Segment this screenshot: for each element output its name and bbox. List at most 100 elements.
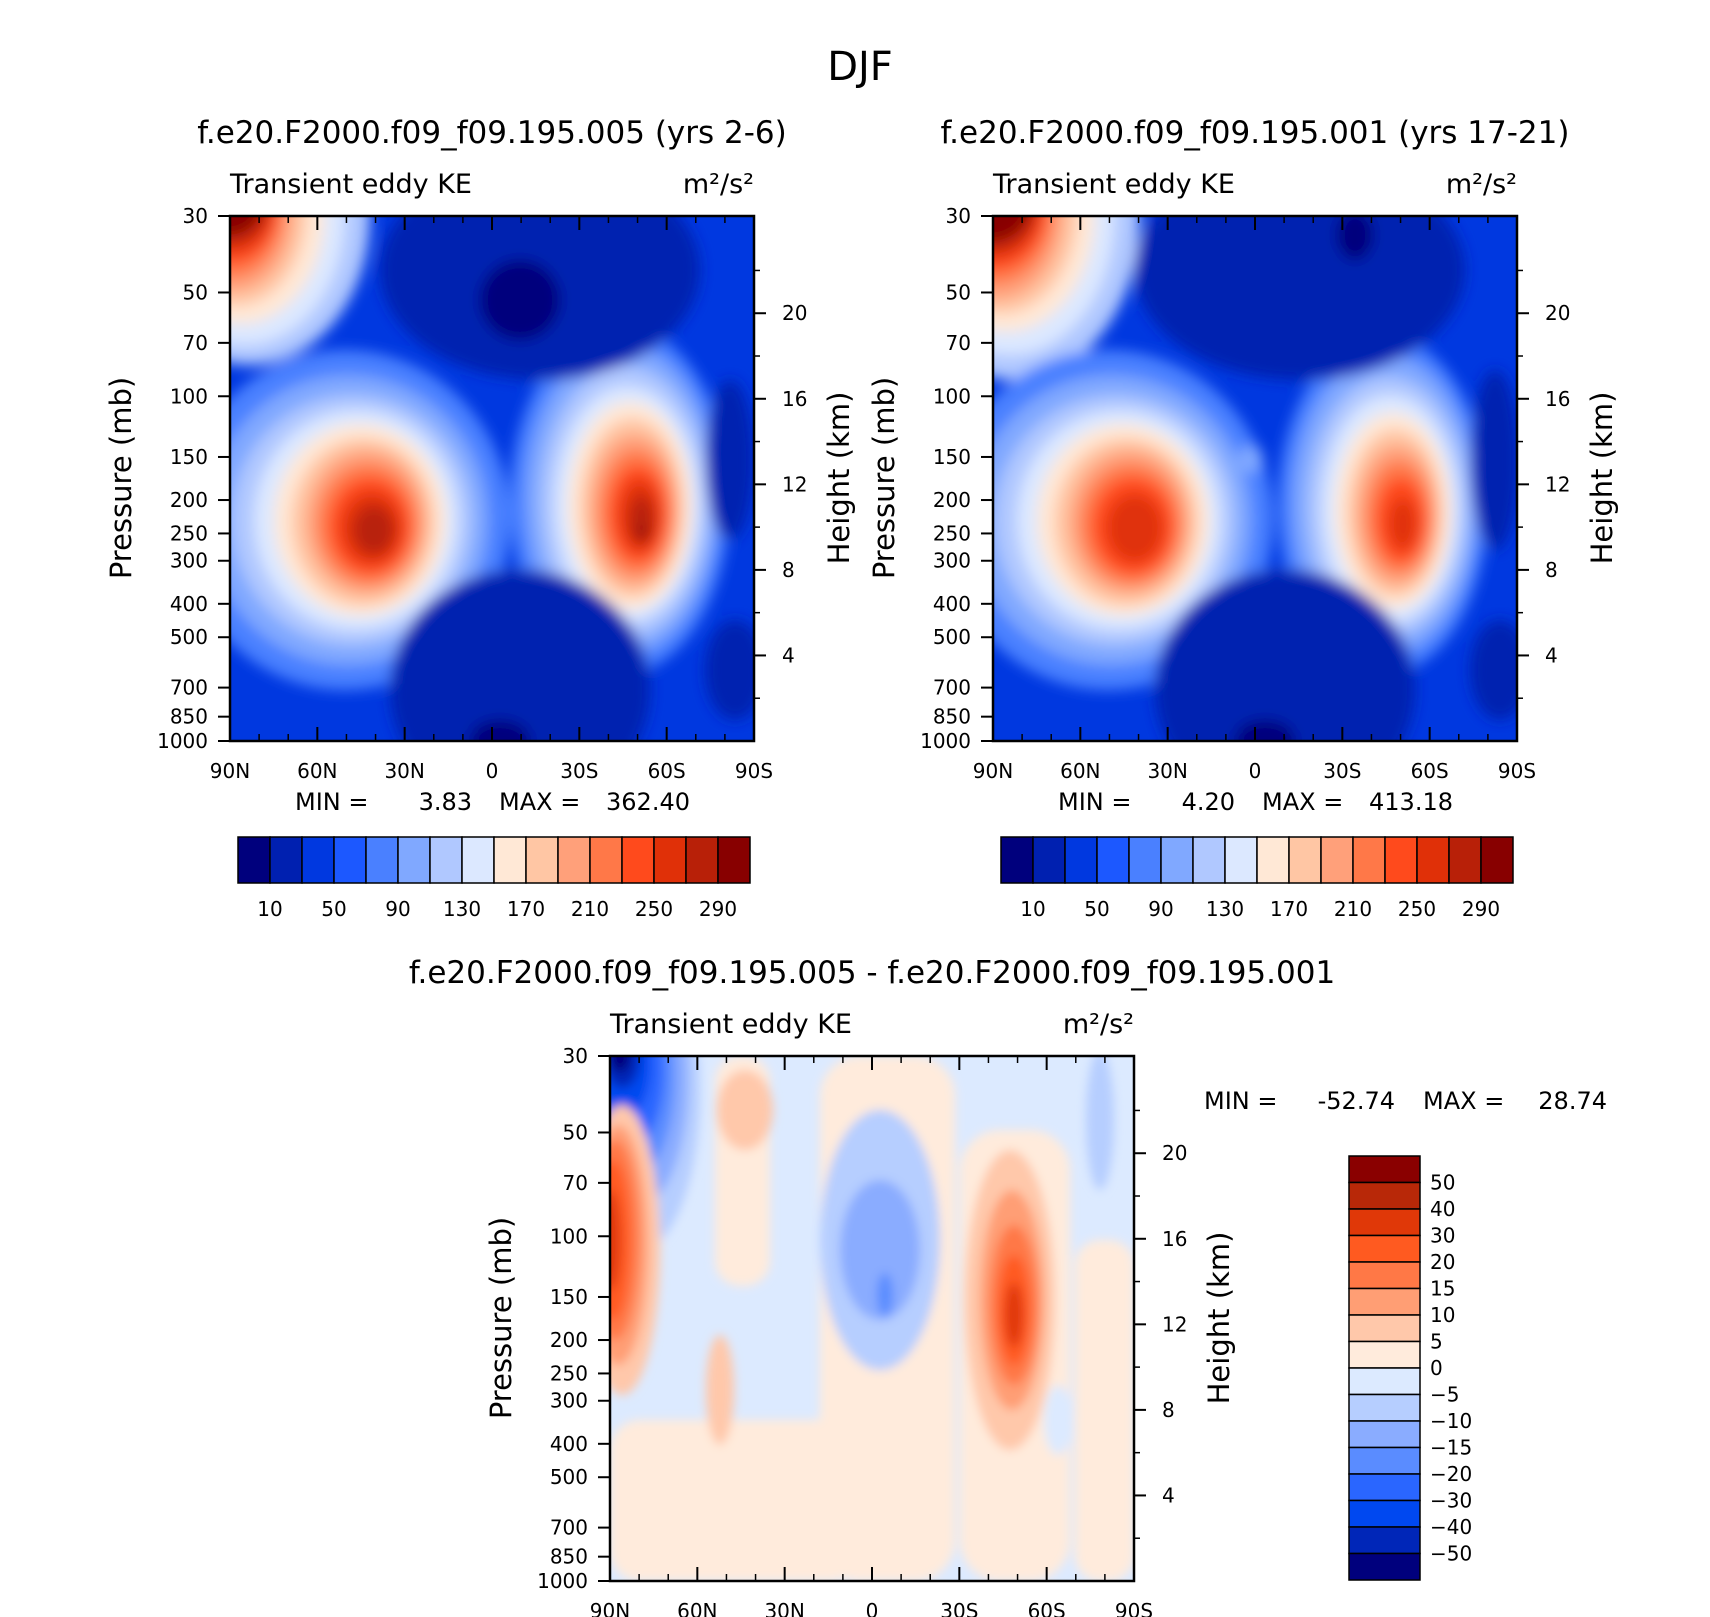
- pc-feature: [1086, 1056, 1114, 1190]
- x-tick-label: 60N: [297, 759, 337, 783]
- y-tick-label: 500: [933, 625, 971, 649]
- panel-2-min-value: 4.20: [1182, 788, 1235, 816]
- colorbar-swatch: [1348, 1473, 1421, 1502]
- x-tick-label: 30S: [940, 1599, 978, 1617]
- panel-2-y2label: Height (km): [1585, 392, 1619, 565]
- colorbar-label: 20: [1430, 1250, 1455, 1274]
- y-tick-label: 250: [550, 1361, 588, 1385]
- colorbar-label: 10: [257, 897, 282, 921]
- colorbar-label: 210: [571, 897, 609, 921]
- x-tick-label: 90S: [1498, 759, 1536, 783]
- x-tick-label: 90S: [1115, 1599, 1153, 1617]
- y2-tick-label: 8: [782, 558, 795, 582]
- x-tick-label: 30N: [1147, 759, 1187, 783]
- panel-3-contours: [610, 1056, 1134, 1581]
- colorbar-label: 15: [1430, 1277, 1455, 1301]
- colorbar-label: 250: [635, 897, 673, 921]
- colorbar-label: 10: [1020, 897, 1045, 921]
- y2-tick-label: 8: [1162, 1398, 1175, 1422]
- panel-2-max-value: 413.18: [1369, 788, 1453, 816]
- pc-feature: [840, 1180, 920, 1320]
- colorbar-swatch: [1348, 1367, 1421, 1396]
- pa-feature: [470, 720, 530, 741]
- colorbar-swatch: [429, 836, 463, 884]
- pc-feature: [610, 1420, 860, 1581]
- pc-feature: [1044, 1385, 1072, 1455]
- colorbar-swatch: [1348, 1420, 1421, 1449]
- colorbar-label: 5: [1430, 1330, 1443, 1354]
- y-tick-label: 30: [946, 204, 971, 228]
- y2-tick-label: 4: [1162, 1483, 1175, 1507]
- pa-feature: [630, 496, 654, 544]
- y-tick-label: 30: [183, 204, 208, 228]
- panel-3-min-value: -52.74: [1318, 1087, 1395, 1115]
- panel-1: f.e20.F2000.f09_f09.195.005 (yrs 2-6) Tr…: [104, 115, 856, 921]
- panel-3-ticks: 90N 60N 30N 0 30S 60S 90S 30 50 70 100 150 200 250 300…: [537, 1044, 1187, 1617]
- pa-feature: [705, 620, 754, 720]
- colorbar-label: 50: [1084, 897, 1109, 921]
- x-tick-label: 30N: [384, 759, 424, 783]
- y-tick-label: 70: [183, 331, 208, 355]
- y-tick-label: 100: [933, 384, 971, 408]
- colorbar-swatch: [557, 836, 591, 884]
- colorbar-label: −50: [1430, 1542, 1472, 1566]
- colorbar-label: 130: [1206, 897, 1244, 921]
- colorbar-swatch: [1320, 836, 1354, 884]
- y-tick-label: 50: [183, 280, 208, 304]
- colorbar-swatch: [717, 836, 751, 884]
- y-tick-label: 700: [550, 1516, 588, 1540]
- colorbar-swatch: [1384, 836, 1418, 884]
- pb-feature: [1107, 494, 1163, 562]
- colorbar-swatch: [1348, 1261, 1421, 1290]
- y-tick-label: 200: [550, 1328, 588, 1352]
- colorbar-label: 10: [1430, 1303, 1455, 1327]
- y-tick-label: 200: [933, 488, 971, 512]
- colorbar-swatch: [1348, 1155, 1421, 1184]
- pb-feature: [1471, 370, 1517, 550]
- colorbar-label: −15: [1430, 1436, 1472, 1460]
- colorbar-swatch: [1348, 1287, 1421, 1316]
- colorbar-swatch: [397, 836, 431, 884]
- pc-feature: [706, 1335, 734, 1445]
- panel-3-ylabel: Pressure (mb): [484, 1217, 518, 1419]
- x-tick-label: 90N: [590, 1599, 630, 1617]
- y2-tick-label: 4: [1545, 643, 1558, 667]
- x-tick-label: 30S: [560, 759, 598, 783]
- y2-tick-label: 4: [782, 643, 795, 667]
- colorbar-label: 170: [507, 897, 545, 921]
- colorbar-swatch: [1348, 1526, 1421, 1555]
- y-tick-label: 100: [550, 1224, 588, 1248]
- colorbar-swatch: [1064, 836, 1098, 884]
- x-tick-label: 30S: [1323, 759, 1361, 783]
- pc-feature: [877, 1273, 893, 1317]
- colorbar-label: 50: [1430, 1171, 1455, 1195]
- colorbar-label: −30: [1430, 1489, 1472, 1513]
- colorbar-swatch: [653, 836, 687, 884]
- colorbar-label: −20: [1430, 1462, 1472, 1486]
- y-tick-label: 150: [550, 1285, 588, 1309]
- panel-1-ticks: 90N 60N 30N 0 30S 60S 90S 30 50 70 100 150 200 250 300…: [157, 204, 807, 783]
- y-tick-label: 700: [933, 676, 971, 700]
- y-tick-label: 50: [946, 280, 971, 304]
- y2-tick-label: 12: [782, 472, 807, 496]
- x-tick-label: 0: [866, 1599, 879, 1617]
- colorbar-swatch: [1348, 1208, 1421, 1237]
- colorbar-label: 90: [1148, 897, 1173, 921]
- pa-feature: [230, 216, 260, 235]
- panel-2-contours: [993, 216, 1517, 741]
- panel-2-title: f.e20.F2000.f09_f09.195.001 (yrs 17-21): [941, 115, 1570, 151]
- y2-tick-label: 20: [1162, 1141, 1187, 1165]
- y2-tick-label: 20: [1545, 301, 1570, 325]
- x-tick-label: 0: [486, 759, 499, 783]
- y-tick-label: 850: [550, 1545, 588, 1569]
- x-tick-label: 90S: [735, 759, 773, 783]
- pb-feature: [1135, 216, 1465, 380]
- y-tick-label: 200: [170, 488, 208, 512]
- panel-3-max-value: 28.74: [1538, 1087, 1607, 1115]
- y2-tick-label: 20: [782, 301, 807, 325]
- y-tick-label: 300: [170, 549, 208, 573]
- x-tick-label: 30N: [764, 1599, 804, 1617]
- y-tick-label: 300: [933, 549, 971, 573]
- colorbar-label: 210: [1334, 897, 1372, 921]
- panel-1-max-value: 362.40: [606, 788, 690, 816]
